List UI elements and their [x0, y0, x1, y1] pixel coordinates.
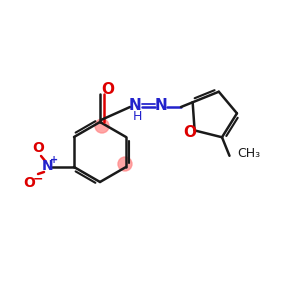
Text: O: O [183, 125, 196, 140]
Text: H: H [132, 110, 142, 122]
Text: N: N [154, 98, 167, 113]
Circle shape [118, 157, 132, 171]
Text: O: O [101, 82, 115, 97]
Text: O: O [32, 141, 44, 155]
Text: N: N [129, 98, 141, 113]
Text: +: + [50, 155, 58, 165]
Text: O: O [23, 176, 35, 190]
Circle shape [95, 119, 109, 133]
Text: CH₃: CH₃ [238, 147, 261, 160]
Text: −: − [33, 172, 43, 185]
Text: N: N [42, 159, 54, 173]
